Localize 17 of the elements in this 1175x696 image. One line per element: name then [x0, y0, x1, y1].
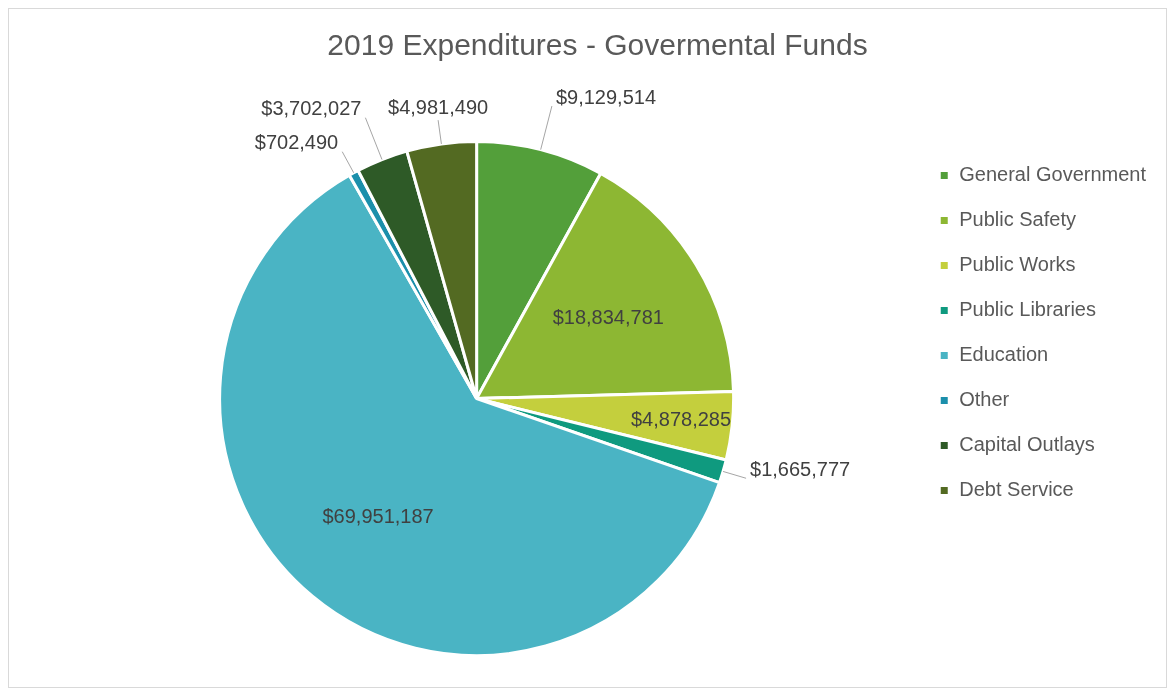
legend-label: Other — [959, 388, 1010, 411]
data-label: $702,490 — [254, 131, 339, 154]
legend-label: Debt Service — [959, 478, 1074, 501]
legend-label: Public Safety — [959, 208, 1076, 231]
data-label: $9,129,514 — [555, 85, 657, 108]
data-label: $18,834,781 — [552, 305, 664, 328]
legend-label: General Government — [959, 163, 1147, 186]
legend-label: Public Works — [959, 253, 1076, 276]
data-label: $69,951,187 — [322, 504, 434, 527]
chart-title: 2019 Expenditures - Govermental Funds — [327, 28, 868, 62]
data-label: $4,878,285 — [630, 408, 732, 431]
data-label: $1,665,777 — [750, 457, 851, 480]
data-label: $4,981,490 — [388, 95, 489, 118]
data-label: $3,702,027 — [261, 97, 362, 120]
legend-label: Public Libraries — [959, 298, 1096, 321]
legend-label: Education — [959, 343, 1049, 366]
legend-label: Capital Outlays — [959, 433, 1095, 456]
